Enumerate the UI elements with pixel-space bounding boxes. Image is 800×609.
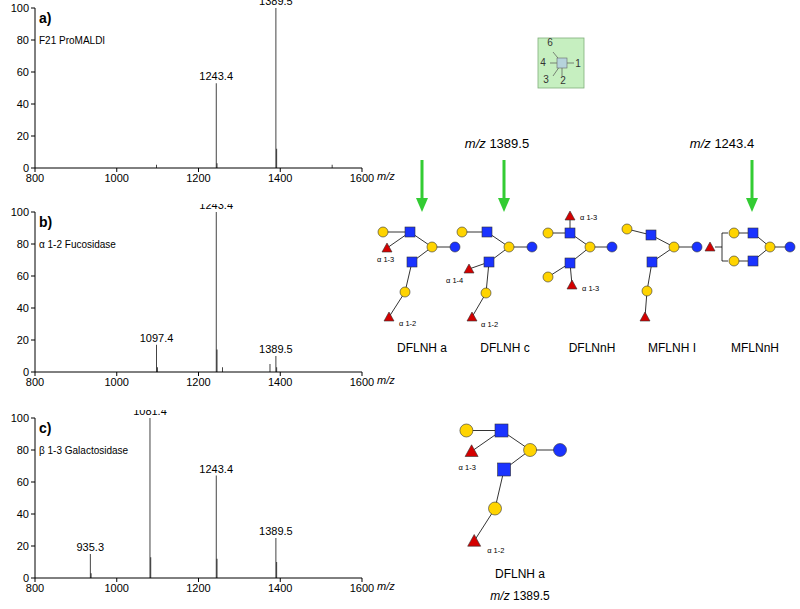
svg-text:1000: 1000 <box>105 582 129 594</box>
svg-text:935.3: 935.3 <box>76 541 104 553</box>
svg-text:20: 20 <box>17 130 29 142</box>
svg-text:c): c) <box>39 420 51 436</box>
svg-text:1600: 1600 <box>350 582 374 594</box>
svg-text:1200: 1200 <box>186 582 210 594</box>
svg-text:40: 40 <box>17 302 29 314</box>
svg-text:α 1-3: α 1-3 <box>582 284 599 293</box>
svg-text:α 1-2 Fucosidase: α 1-2 Fucosidase <box>39 239 116 250</box>
svg-text:α 1-2: α 1-2 <box>399 319 416 328</box>
svg-text:1000: 1000 <box>105 376 129 388</box>
svg-text:40: 40 <box>17 508 29 520</box>
svg-text:DFLNH a: DFLNH a <box>495 567 545 581</box>
svg-text:α 1-3: α 1-3 <box>377 255 394 264</box>
svg-text:α 1-2: α 1-2 <box>481 320 498 329</box>
svg-text:4: 4 <box>540 57 546 68</box>
svg-text:6: 6 <box>547 37 553 48</box>
svg-text:β 1-3 Galactosidase: β 1-3 Galactosidase <box>39 445 129 456</box>
svg-text:1389.5: 1389.5 <box>259 0 293 7</box>
svg-text:40: 40 <box>17 98 29 110</box>
svg-text:m/z 1243.4: m/z 1243.4 <box>690 136 754 151</box>
svg-text:DFLNH c: DFLNH c <box>480 341 529 355</box>
svg-text:80: 80 <box>17 34 29 46</box>
svg-text:a): a) <box>39 10 51 26</box>
svg-text:α 1-2: α 1-2 <box>487 546 504 555</box>
svg-text:0: 0 <box>23 366 29 378</box>
svg-text:1400: 1400 <box>268 172 292 184</box>
svg-text:1081.4: 1081.4 <box>133 410 167 417</box>
svg-text:α 1-4: α 1-4 <box>446 276 463 285</box>
svg-text:MFLNnH: MFLNnH <box>731 341 779 355</box>
svg-text:m/z: m/z <box>377 374 395 386</box>
svg-text:60: 60 <box>17 66 29 78</box>
svg-text:1243.4: 1243.4 <box>199 70 233 82</box>
svg-text:1200: 1200 <box>186 376 210 388</box>
svg-text:0: 0 <box>23 572 29 584</box>
svg-text:1600: 1600 <box>350 172 374 184</box>
svg-text:m/z: m/z <box>377 580 395 592</box>
svg-text:1400: 1400 <box>268 376 292 388</box>
svg-text:DFLNnH: DFLNnH <box>569 341 616 355</box>
svg-text:100: 100 <box>11 2 29 14</box>
svg-text:1097.4: 1097.4 <box>140 332 174 344</box>
svg-text:m/z 1389.5: m/z 1389.5 <box>490 589 550 603</box>
svg-text:800: 800 <box>25 581 45 594</box>
svg-text:60: 60 <box>17 476 29 488</box>
svg-text:1243.4: 1243.4 <box>199 204 233 211</box>
svg-text:1600: 1600 <box>350 376 374 388</box>
svg-text:800: 800 <box>25 171 45 184</box>
svg-text:2: 2 <box>560 75 566 86</box>
svg-text:80: 80 <box>17 444 29 456</box>
svg-text:1400: 1400 <box>268 582 292 594</box>
svg-text:F21 ProMALDI: F21 ProMALDI <box>39 35 105 46</box>
svg-text:1200: 1200 <box>186 172 210 184</box>
svg-text:800: 800 <box>25 375 45 388</box>
svg-text:1: 1 <box>575 58 581 69</box>
svg-text:α 1-3: α 1-3 <box>580 213 597 222</box>
svg-text:60: 60 <box>17 270 29 282</box>
svg-text:m/z 1389.5: m/z 1389.5 <box>465 136 529 151</box>
svg-text:b): b) <box>39 214 52 230</box>
svg-text:1389.5: 1389.5 <box>259 525 293 537</box>
svg-text:m/z: m/z <box>377 170 395 182</box>
svg-text:α 1-3: α 1-3 <box>459 463 476 472</box>
svg-text:MFLNH I: MFLNH I <box>648 341 696 355</box>
svg-text:100: 100 <box>11 412 29 424</box>
svg-text:3: 3 <box>543 74 549 85</box>
svg-text:DFLNH a: DFLNH a <box>397 341 447 355</box>
svg-text:80: 80 <box>17 238 29 250</box>
svg-text:100: 100 <box>11 206 29 218</box>
svg-text:1000: 1000 <box>105 172 129 184</box>
svg-text:20: 20 <box>17 334 29 346</box>
svg-text:1243.4: 1243.4 <box>199 463 233 475</box>
svg-text:1389.5: 1389.5 <box>259 343 293 355</box>
svg-text:20: 20 <box>17 540 29 552</box>
svg-text:0: 0 <box>23 162 29 174</box>
